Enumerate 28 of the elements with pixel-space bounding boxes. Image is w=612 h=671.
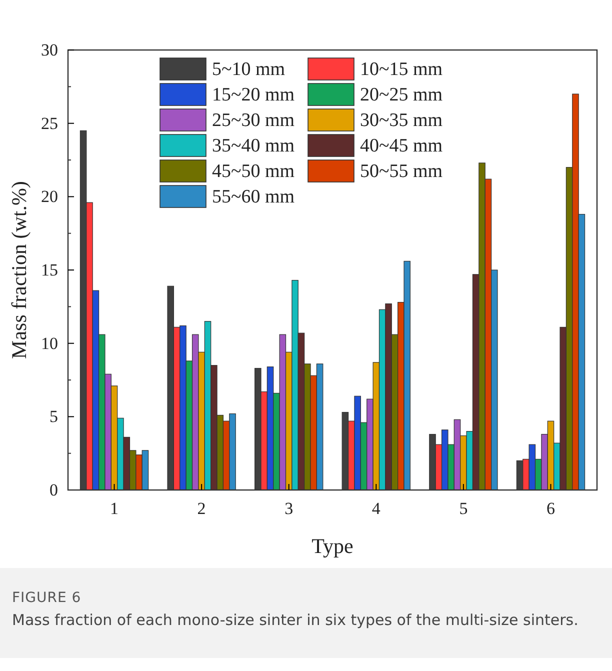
y-axis-title: Mass fraction (wt.%) xyxy=(7,181,31,359)
y-tick-label: 10 xyxy=(41,334,58,353)
x-tick-label: 2 xyxy=(197,499,206,518)
legend-label: 50~55 mm xyxy=(360,161,443,182)
x-tick-label: 4 xyxy=(372,499,381,518)
legend-label: 5~10 mm xyxy=(212,59,286,80)
y-tick-label: 30 xyxy=(41,40,58,60)
legend-label: 20~25 mm xyxy=(360,84,443,106)
x-tick-label: 5 xyxy=(459,499,468,518)
caption: FIGURE 6 xyxy=(12,590,82,606)
y-tick-label: 0 xyxy=(50,480,58,500)
legend-label: 25~30 mm xyxy=(212,110,295,131)
legend-label: 55~60 mm xyxy=(212,186,295,208)
y-tick-label: 20 xyxy=(41,187,58,206)
text: Mass fraction of each mono-size sinter in six types of the multi-size sinters. xyxy=(12,611,578,629)
legend-label: 15~20 mm xyxy=(212,84,295,106)
legend-label: 10~15 mm xyxy=(360,59,443,80)
legend-label: 35~40 mm xyxy=(212,136,295,156)
x-tick-label: 3 xyxy=(284,499,294,518)
y-tick-label: 5 xyxy=(50,407,58,426)
x-tick-label: 6 xyxy=(546,499,555,518)
y-tick-label: 15 xyxy=(41,260,58,280)
x-tick-label: 1 xyxy=(110,499,119,518)
legend-label: 45~50 mm xyxy=(212,161,295,182)
y-tick-label: 25 xyxy=(41,114,58,133)
legend-label: 30~35 mm xyxy=(360,110,443,131)
x-axis-title: Type xyxy=(312,534,354,558)
legend-label: 40~45 mm xyxy=(360,136,443,156)
